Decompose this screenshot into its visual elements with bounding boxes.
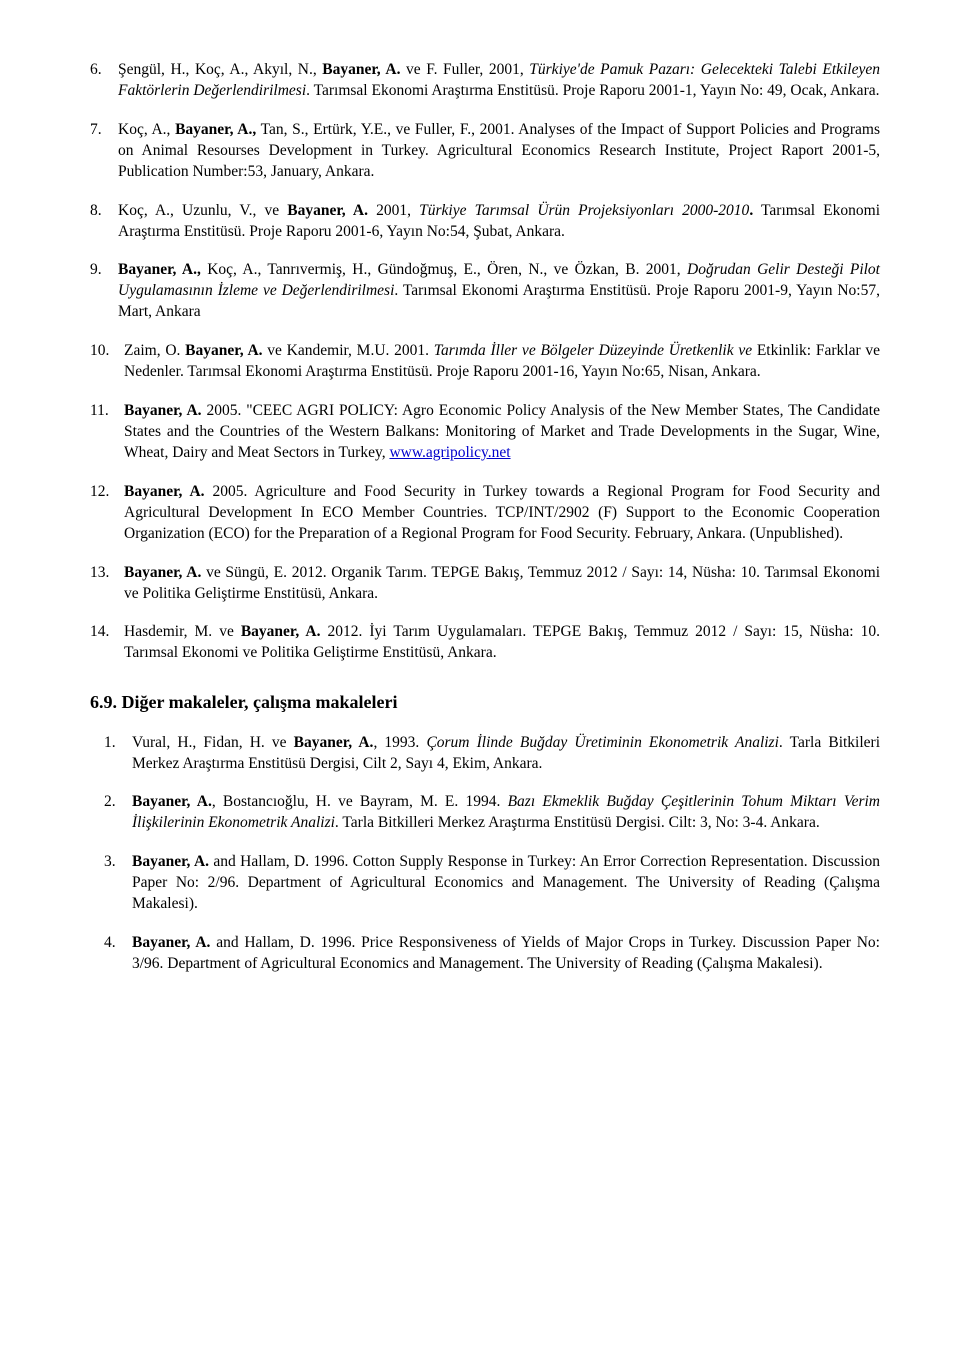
entry-number: 1. [104,733,132,775]
reference-entry: 2.Bayaner, A., Bostancıoğlu, H. ve Bayra… [104,792,880,834]
entry-number: 12. [90,482,124,545]
entry-number: 3. [104,852,132,915]
reference-list-1: 6.Şengül, H., Koç, A., Akyıl, N., Bayane… [90,60,880,664]
entry-body: Vural, H., Fidan, H. ve Bayaner, A., 199… [132,733,880,775]
reference-entry: 7.Koç, A., Bayaner, A., Tan, S., Ertürk,… [90,120,880,183]
entry-body: Bayaner, A., Koç, A., Tanrıvermiş, H., G… [118,260,880,323]
reference-entry: 4.Bayaner, A. and Hallam, D. 1996. Price… [104,933,880,975]
entry-body: Bayaner, A. and Hallam, D. 1996. Price R… [132,933,880,975]
entry-number: 2. [104,792,132,834]
entry-number: 13. [90,563,124,605]
entry-body: Bayaner, A., Bostancıoğlu, H. ve Bayram,… [132,792,880,834]
reference-entry: 10.Zaim, O. Bayaner, A. ve Kandemir, M.U… [90,341,880,383]
reference-entry: 14.Hasdemir, M. ve Bayaner, A. 2012. İyi… [90,622,880,664]
reference-entry: 9.Bayaner, A., Koç, A., Tanrıvermiş, H.,… [90,260,880,323]
entry-body: Koç, A., Uzunlu, V., ve Bayaner, A. 2001… [118,201,880,243]
entry-body: Hasdemir, M. ve Bayaner, A. 2012. İyi Ta… [124,622,880,664]
reference-entry: 13.Bayaner, A. ve Süngü, E. 2012. Organi… [90,563,880,605]
entry-number: 14. [90,622,124,664]
entry-body: Şengül, H., Koç, A., Akyıl, N., Bayaner,… [118,60,880,102]
reference-entry: 1.Vural, H., Fidan, H. ve Bayaner, A., 1… [104,733,880,775]
entry-body: Zaim, O. Bayaner, A. ve Kandemir, M.U. 2… [124,341,880,383]
entry-body: Bayaner, A. and Hallam, D. 1996. Cotton … [132,852,880,915]
reference-entry: 6.Şengül, H., Koç, A., Akyıl, N., Bayane… [90,60,880,102]
reference-entry: 3.Bayaner, A. and Hallam, D. 1996. Cotto… [104,852,880,915]
entry-body: Bayaner, A. ve Süngü, E. 2012. Organik T… [124,563,880,605]
entry-number: 7. [90,120,118,183]
entry-number: 4. [104,933,132,975]
entry-body: Koç, A., Bayaner, A., Tan, S., Ertürk, Y… [118,120,880,183]
reference-entry: 12.Bayaner, A. 2005. Agriculture and Foo… [90,482,880,545]
entry-number: 11. [90,401,124,464]
entry-number: 8. [90,201,118,243]
entry-body: Bayaner, A. 2005. "CEEC AGRI POLICY: Agr… [124,401,880,464]
entry-body: Bayaner, A. 2005. Agriculture and Food S… [124,482,880,545]
entry-number: 9. [90,260,118,323]
reference-entry: 8.Koç, A., Uzunlu, V., ve Bayaner, A. 20… [90,201,880,243]
entry-number: 10. [90,341,124,383]
reference-list-2: 1.Vural, H., Fidan, H. ve Bayaner, A., 1… [90,733,880,975]
reference-entry: 11.Bayaner, A. 2005. "CEEC AGRI POLICY: … [90,401,880,464]
section-heading: 6.9. Diğer makaleler, çalışma makaleleri [90,690,880,714]
entry-number: 6. [90,60,118,102]
